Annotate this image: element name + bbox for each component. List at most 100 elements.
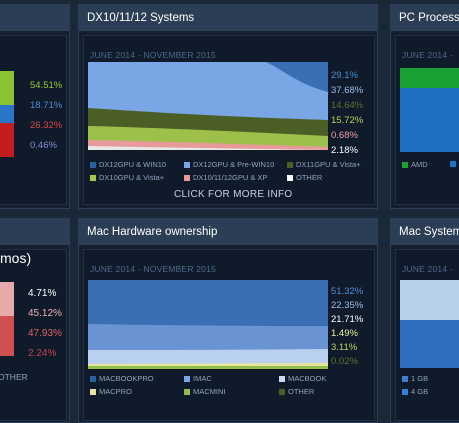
left-top-header xyxy=(0,5,69,31)
legend-label: MACBOOK xyxy=(288,374,327,383)
legend-swatch xyxy=(90,174,96,181)
legend-label: MACMINI xyxy=(193,387,226,396)
dx-area-chart xyxy=(88,62,328,154)
bar-red xyxy=(0,123,14,157)
mac-legend-5: OTHER xyxy=(279,387,314,396)
legend-swatch xyxy=(287,174,293,181)
dx-pct-3: 15.72% xyxy=(331,115,364,126)
lb-pct-2: 47.93% xyxy=(28,328,62,339)
mac-legend-4: MACMINI xyxy=(184,387,226,396)
mac-area-black-base xyxy=(88,369,328,372)
legend-label: DX11GPU & Vista+ xyxy=(296,160,361,169)
dx-pct-4: 0.68% xyxy=(331,130,358,141)
legend-swatch xyxy=(402,161,408,168)
legend-label: DX12GPU & Pre-WIN10 xyxy=(193,160,275,169)
mac-hardware-panel[interactable]: Mac Hardware ownership JUNE 2014 - NOVEM… xyxy=(78,218,378,423)
pc-processor-panel[interactable]: PC Process JUNE 2014 - AMD xyxy=(390,4,459,209)
dx-area-black-base xyxy=(88,150,328,154)
pc-legend-swatch-extra xyxy=(450,161,456,167)
dx-pct-2: 14.64% xyxy=(331,100,364,111)
dx-pct-0: 29.1% xyxy=(331,70,358,81)
left-top-pct-1: 18.71% xyxy=(30,100,63,111)
legend-label: 1 GB xyxy=(411,374,429,383)
legend-label: MACBOOKPRO xyxy=(99,374,154,383)
left-bottom-inner: mos) 4.71% 45.12% 47.93% 2.24% OTHER xyxy=(0,249,67,421)
lb-pct-1: 45.12% xyxy=(28,308,62,319)
mac-sys-legend-0: 1 GB xyxy=(402,374,428,383)
left-bottom-title: mos) xyxy=(0,250,32,266)
mac-pct-3: 1.49% xyxy=(331,328,358,339)
pc-area-amd xyxy=(400,68,459,88)
dx-panel-title: DX10/11/12 Systems xyxy=(79,5,377,31)
legend-swatch xyxy=(90,161,96,168)
mac-pct-1: 22.35% xyxy=(331,300,364,311)
mac-sys-area-top xyxy=(400,280,459,320)
left-top-panel: 54.51% 18.71% 26.32% 0.46% xyxy=(0,4,70,209)
pc-panel-title: PC Process xyxy=(391,5,459,31)
mac-pct-5: 0.02% xyxy=(331,356,358,367)
mac-panel-title: Mac Hardware ownership xyxy=(79,219,377,245)
legend-label: OTHER xyxy=(288,387,315,396)
dx-legend-2: DX11GPU & Vista+ xyxy=(287,160,361,169)
left-top-pct-3: 0.46% xyxy=(30,140,57,151)
mac-legend-1: IMAC xyxy=(184,374,212,383)
lb-pct-3: 2.24% xyxy=(28,348,57,359)
legend-swatch xyxy=(402,375,408,382)
legend-swatch xyxy=(402,388,408,395)
dx-legend-1: DX12GPU & Pre-WIN10 xyxy=(184,160,274,169)
dx-pct-5: 2.18% xyxy=(331,145,358,156)
legend-label: DX10GPU & Vista+ xyxy=(99,173,165,182)
legend-swatch xyxy=(184,161,190,168)
legend-label: MACPRO xyxy=(99,387,132,396)
mac-legend-3: MACPRO xyxy=(90,387,132,396)
legend-swatch xyxy=(279,375,285,382)
mac-sys-panel-title: Mac System xyxy=(391,219,459,245)
dx-legend-0: DX12GPU & WIN10 xyxy=(90,160,166,169)
mac-system-panel[interactable]: Mac System JUNE 2014 - 1 GB 4 GB xyxy=(390,218,459,423)
legend-label: DX10/11/12GPU & XP xyxy=(193,173,268,182)
mac-sys-area-mid xyxy=(400,320,459,368)
dx-legend-5: OTHER xyxy=(287,173,322,182)
lb-bar-pink xyxy=(0,282,14,316)
mac-sys-date-range: JUNE 2014 - xyxy=(402,264,453,274)
mac-pct-4: 3.11% xyxy=(331,342,358,353)
pc-area-blue xyxy=(400,88,459,152)
mac-sys-panel-inner: JUNE 2014 - 1 GB 4 GB xyxy=(395,249,459,421)
mac-sys-legend-1: 4 GB xyxy=(402,387,428,396)
left-top-pct-2: 26.32% xyxy=(30,120,63,131)
mac-area-chart xyxy=(88,280,328,372)
mac-panel-inner: JUNE 2014 - NOVEMBER 2015 51.32% 22.35% … xyxy=(83,249,375,421)
lb-bar-red xyxy=(0,316,14,356)
left-top-pct-0: 54.51% xyxy=(30,80,63,91)
legend-label: DX12GPU & WIN10 xyxy=(99,160,167,169)
legend-swatch xyxy=(184,388,190,395)
dx-date-range: JUNE 2014 - NOVEMBER 2015 xyxy=(90,50,216,60)
pc-date-range: JUNE 2014 - xyxy=(402,50,453,60)
legend-label: OTHER xyxy=(296,173,323,182)
bar-green xyxy=(0,71,14,105)
legend-label: AMD xyxy=(411,160,428,169)
left-bottom-panel: mos) 4.71% 45.12% 47.93% 2.24% OTHER xyxy=(0,218,70,423)
mac-legend-2: MACBOOK xyxy=(279,374,326,383)
left-bottom-header xyxy=(0,219,69,245)
legend-swatch xyxy=(90,388,96,395)
dx-legend-3: DX10GPU & Vista+ xyxy=(90,173,164,182)
pc-panel-inner: JUNE 2014 - AMD xyxy=(395,35,459,205)
dx-click-more-info[interactable]: CLICK FOR MORE INFO xyxy=(174,189,293,200)
mac-legend-0: MACBOOKPRO xyxy=(90,374,154,383)
legend-label: 4 GB xyxy=(411,387,429,396)
mac-pct-2: 21.71% xyxy=(331,314,364,325)
legend-swatch xyxy=(287,161,293,168)
pc-legend-0: AMD xyxy=(402,160,428,169)
legend-label: IMAC xyxy=(193,374,212,383)
legend-swatch xyxy=(184,174,190,181)
dx-systems-panel[interactable]: DX10/11/12 Systems JUNE 2014 - NOVEMBER … xyxy=(78,4,378,209)
lb-other-label: OTHER xyxy=(0,372,28,382)
dx-pct-1: 37.68% xyxy=(331,85,364,96)
bar-blue xyxy=(0,105,14,123)
dx-panel-inner: JUNE 2014 - NOVEMBER 2015 29.1% 37.68% 1… xyxy=(83,35,375,205)
left-top-inner: 54.51% 18.71% 26.32% 0.46% xyxy=(0,35,67,205)
legend-swatch xyxy=(90,375,96,382)
legend-swatch xyxy=(279,388,285,395)
lb-pct-0: 4.71% xyxy=(28,288,57,299)
